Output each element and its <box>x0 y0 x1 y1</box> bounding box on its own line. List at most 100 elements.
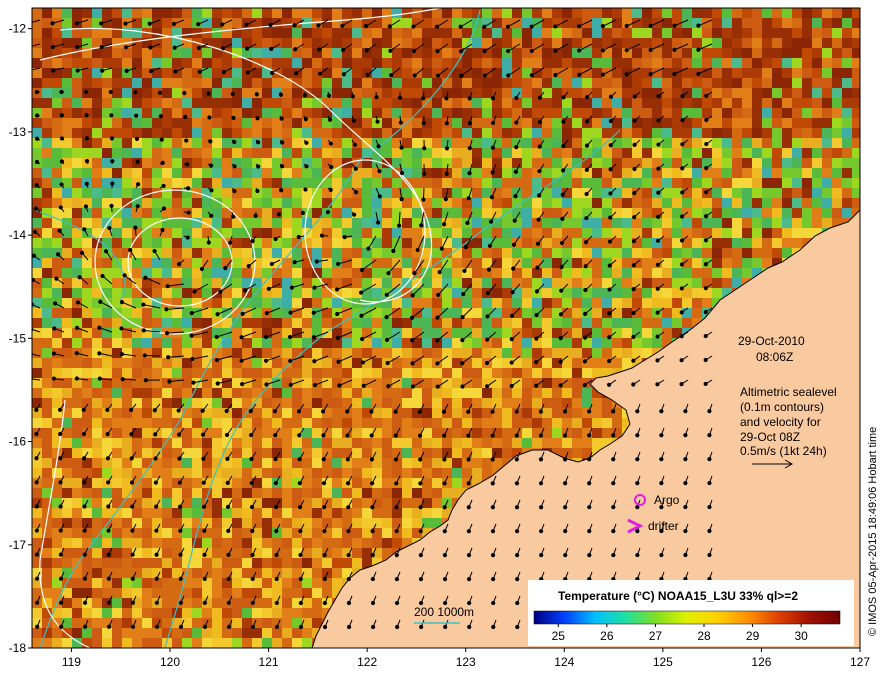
sst-cell <box>572 398 582 408</box>
map-plot-area[interactable] <box>27 8 862 648</box>
sst-cell <box>422 128 432 138</box>
sst-cell <box>392 178 402 188</box>
sst-cell <box>62 268 72 278</box>
sst-cell <box>142 258 152 268</box>
sst-cell <box>352 368 362 378</box>
sst-cell <box>412 58 422 68</box>
sst-cell <box>252 508 262 518</box>
sst-cell <box>152 498 162 508</box>
sst-cell <box>422 168 432 178</box>
sst-cell <box>712 138 722 148</box>
sst-cell <box>372 8 382 18</box>
sst-cell <box>82 418 92 428</box>
sst-cell <box>42 368 52 378</box>
sst-cell <box>132 8 142 18</box>
sst-cell <box>552 348 562 358</box>
sst-cell <box>422 528 432 538</box>
sst-cell <box>132 68 142 78</box>
sst-cell <box>612 208 622 218</box>
sst-cell <box>572 318 582 328</box>
sst-cell <box>172 268 182 278</box>
sst-cell <box>492 408 502 418</box>
sst-cell <box>532 208 542 218</box>
sst-cell <box>212 68 222 78</box>
sst-cell <box>842 28 852 38</box>
sst-cell <box>62 358 72 368</box>
sst-cell <box>92 378 102 388</box>
sst-cell <box>102 178 112 188</box>
sst-cell <box>822 28 832 38</box>
sst-cell <box>772 68 782 78</box>
sst-cell <box>242 418 252 428</box>
sst-cell <box>792 148 802 158</box>
sst-cell <box>362 228 372 238</box>
sst-cell <box>172 468 182 478</box>
sst-cell <box>552 308 562 318</box>
sst-cell <box>142 308 152 318</box>
sst-cell <box>382 48 392 58</box>
sst-cell <box>852 178 860 188</box>
sst-cell <box>102 18 112 28</box>
sst-cell <box>202 108 212 118</box>
sst-cell <box>112 368 122 378</box>
sst-cell <box>242 258 252 268</box>
sst-cell <box>572 128 582 138</box>
sst-cell <box>832 218 842 228</box>
sst-cell <box>62 378 72 388</box>
sst-cell <box>82 478 92 488</box>
sst-cell <box>292 258 302 268</box>
sst-cell <box>182 228 192 238</box>
sst-cell <box>242 438 252 448</box>
sst-cell <box>582 368 592 378</box>
sst-cell <box>432 368 442 378</box>
sst-cell <box>822 118 832 128</box>
sst-cell <box>92 268 102 278</box>
sst-cell <box>152 348 162 358</box>
sst-cell <box>822 108 832 118</box>
sst-cell <box>562 308 572 318</box>
sst-cell <box>42 118 52 128</box>
sst-cell <box>32 438 42 448</box>
sst-cell <box>342 368 352 378</box>
sst-cell <box>812 48 822 58</box>
sst-cell <box>692 258 702 268</box>
sst-cell <box>142 558 152 568</box>
sst-cell <box>802 178 812 188</box>
sst-cell <box>432 308 442 318</box>
sst-cell <box>572 208 582 218</box>
sst-cell <box>282 108 292 118</box>
sst-cell <box>222 468 232 478</box>
sst-cell <box>552 238 562 248</box>
sst-cell <box>72 68 82 78</box>
sst-cell <box>232 108 242 118</box>
sst-cell <box>422 418 432 428</box>
sst-cell <box>42 258 52 268</box>
sst-cell <box>372 288 382 298</box>
sst-cell <box>722 188 732 198</box>
sst-cell <box>652 78 662 88</box>
sst-cell <box>272 78 282 88</box>
sst-cell <box>662 38 672 48</box>
sst-cell <box>342 218 352 228</box>
sst-cell <box>552 38 562 48</box>
sst-cell <box>122 498 132 508</box>
sst-cell <box>602 128 612 138</box>
sst-cell <box>422 348 432 358</box>
sst-cell <box>232 188 242 198</box>
sst-cell <box>362 288 372 298</box>
sst-cell <box>402 58 412 68</box>
sst-cell <box>472 118 482 128</box>
sst-cell <box>142 218 152 228</box>
sst-cell <box>442 248 452 258</box>
sst-cell <box>432 488 442 498</box>
sst-cell <box>182 198 192 208</box>
sst-cell <box>312 198 322 208</box>
sst-cell <box>242 138 252 148</box>
sst-cell <box>442 158 452 168</box>
sst-cell <box>242 228 252 238</box>
sst-cell <box>392 368 402 378</box>
sst-cell <box>32 518 42 528</box>
sst-cell <box>572 158 582 168</box>
sst-cell <box>742 248 752 258</box>
sst-cell <box>612 98 622 108</box>
